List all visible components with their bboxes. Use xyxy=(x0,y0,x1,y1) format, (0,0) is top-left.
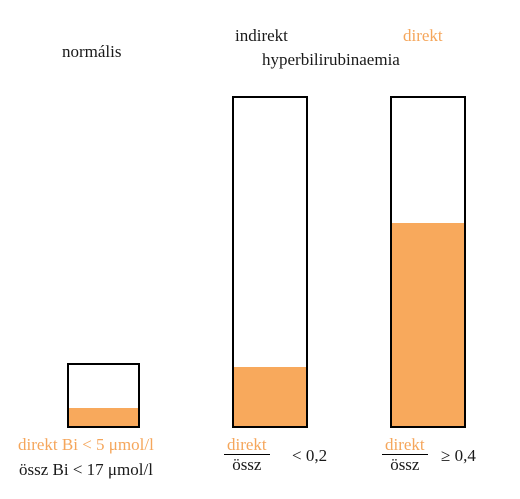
direct-ratio-numerator: direkt xyxy=(385,435,425,454)
direct-bar xyxy=(390,96,466,428)
indirect-ratio-numerator: direkt xyxy=(227,435,267,454)
indirect-ratio-denominator: össz xyxy=(232,455,262,474)
direct-ratio-denominator: össz xyxy=(390,455,420,474)
normal-bar xyxy=(67,363,140,428)
direct-fraction-line xyxy=(382,454,428,455)
normal-total-limit: össz Bi < 17 μmol/l xyxy=(19,460,153,479)
indirect-fraction-line xyxy=(224,454,270,455)
indirect-ratio-relation: < 0,2 xyxy=(292,446,328,465)
normal-bar-fill xyxy=(69,408,138,426)
direct-ratio-relation: ≥ 0,4 xyxy=(441,446,476,465)
normal-direct-limit: direkt Bi < 5 μmol/l xyxy=(18,435,154,454)
direct-title: direkt xyxy=(403,26,443,45)
indirect-ratio-fraction: direkt össz xyxy=(224,435,270,474)
indirect-bar-fill xyxy=(234,366,306,426)
direct-ratio-fraction: direkt össz xyxy=(382,435,428,474)
direct-bar-fill xyxy=(392,222,464,426)
indirect-title: indirekt xyxy=(235,26,288,45)
indirect-bar xyxy=(232,96,308,428)
hyperbilirubinaemia-title: hyperbilirubinaemia xyxy=(262,50,400,69)
normal-title: normális xyxy=(62,42,122,61)
